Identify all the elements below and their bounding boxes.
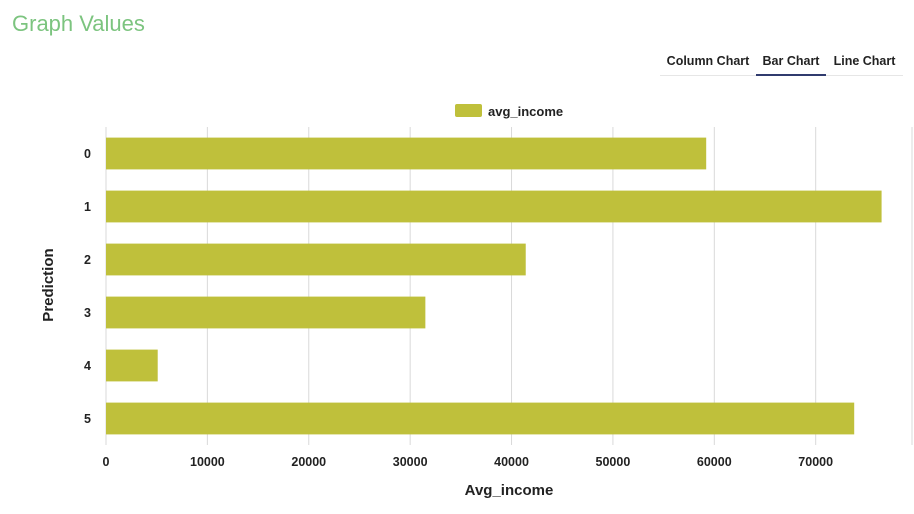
y-tick-label: 4 [84, 359, 91, 373]
y-axis-label: Prediction [40, 248, 57, 321]
y-tick-label: 0 [84, 147, 91, 161]
bar[interactable] [106, 349, 158, 382]
y-tick-label: 5 [84, 412, 91, 426]
x-tick-label: 10000 [190, 455, 225, 469]
page-title: Graph Values [12, 11, 145, 36]
bar[interactable] [106, 243, 526, 276]
legend-swatch [455, 104, 482, 117]
grid-lines [105, 127, 913, 445]
y-axis-ticks: 0 1 2 3 4 5 [84, 147, 91, 426]
bar[interactable] [106, 137, 707, 170]
x-tick-label: 70000 [798, 455, 833, 469]
x-tick-label: 20000 [291, 455, 326, 469]
tab-column-chart[interactable]: Column Chart [666, 54, 750, 68]
tab-bar-chart[interactable]: Bar Chart [756, 48, 826, 76]
bar[interactable] [106, 296, 426, 329]
legend-label: avg_income [488, 104, 563, 119]
bars [106, 137, 882, 435]
y-tick-label: 3 [84, 306, 91, 320]
x-tick-label: 50000 [596, 455, 631, 469]
x-tick-label: 40000 [494, 455, 529, 469]
legend[interactable]: avg_income [455, 104, 563, 119]
x-tick-label: 30000 [393, 455, 428, 469]
x-axis-label: Avg_income [465, 482, 554, 499]
y-tick-label: 1 [84, 200, 91, 214]
x-axis-ticks: 0 10000 20000 30000 40000 50000 60000 70000 [103, 455, 834, 469]
tab-line-chart[interactable]: Line Chart [833, 54, 896, 68]
bar[interactable] [106, 190, 882, 223]
bar[interactable] [106, 402, 855, 435]
x-tick-label: 60000 [697, 455, 732, 469]
chart-type-tabs: Column Chart Bar Chart Line Chart [660, 48, 903, 76]
y-tick-label: 2 [84, 253, 91, 267]
x-tick-label: 0 [103, 455, 110, 469]
